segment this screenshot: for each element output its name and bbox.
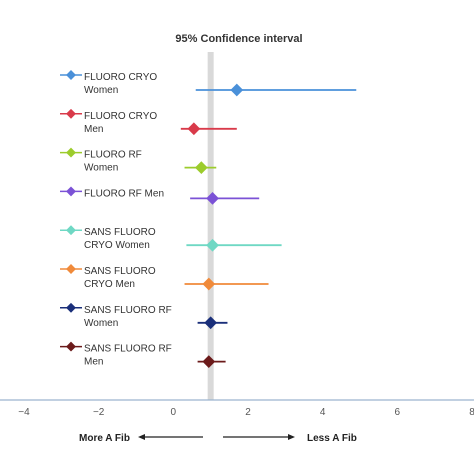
x-tick-label: 2 [245, 407, 251, 418]
legend-label: Men [84, 357, 103, 368]
legend-label: SANS FLUORO RF [84, 305, 172, 316]
legend-diamond [66, 302, 76, 313]
legend-diamond [66, 186, 76, 197]
legend-diamond [66, 225, 76, 236]
legend-label: Women [84, 318, 118, 329]
legend-label: Women [84, 85, 118, 96]
legend-label: CRYO Men [84, 279, 135, 290]
legend-label: CRYO Women [84, 240, 150, 251]
x-tick-label: 6 [395, 407, 401, 418]
estimate-point [206, 238, 219, 252]
series-row: FLUORO CRYO Women [60, 70, 357, 97]
legend-label: FLUORO RF [84, 150, 142, 161]
legend-label: SANS FLUORO [84, 266, 156, 277]
estimate-point [187, 122, 201, 136]
direction-right-arrowhead [288, 434, 295, 440]
series-layer: FLUORO CRYO Women FLUORO CRYO Men FLUORO RF W… [60, 70, 357, 368]
legend-label: Men [84, 124, 103, 135]
legend-diamond [66, 264, 76, 274]
legend-label: SANS FLUORO RF [84, 344, 172, 355]
legend-label: SANS FLUORO [84, 227, 156, 238]
estimate-point [202, 277, 216, 291]
series-row: FLUORO RF Women [60, 147, 217, 174]
legend-diamond [66, 147, 76, 158]
series-row: SANS FLUORO CRYO Women [60, 225, 282, 252]
legend-diamond [66, 341, 76, 352]
legend-diamond [66, 108, 76, 119]
series-row: SANS FLUORO CRYO Men [60, 264, 269, 291]
series-row: SANS FLUORO RF Women [60, 302, 228, 330]
x-tick-labels: −4 −2 0 2 4 6 8 [18, 407, 474, 418]
estimate-point [206, 192, 219, 205]
legend-label: FLUORO CRYO [84, 111, 157, 122]
legend-label: Women [84, 163, 118, 174]
series-row: FLUORO CRYO Men [60, 108, 237, 136]
estimate-point [204, 316, 218, 330]
legend-diamond [66, 70, 76, 80]
estimate-point [202, 355, 216, 368]
x-tick-label: −4 [18, 407, 30, 418]
direction-left-arrowhead [138, 434, 145, 440]
series-row: FLUORO RF Men [60, 186, 260, 205]
x-tick-label: 8 [469, 407, 474, 418]
legend-label: FLUORO RF Men [84, 188, 164, 199]
chart-title: 95% Confidence interval [175, 33, 302, 45]
x-tick-label: 0 [171, 407, 177, 418]
x-tick-label: 4 [320, 407, 326, 418]
reference-line-band [207, 52, 214, 400]
x-tick-label: −2 [93, 407, 105, 418]
estimate-point [230, 83, 244, 97]
estimate-point [194, 161, 208, 174]
series-row: SANS FLUORO RF Men [60, 341, 226, 368]
legend-label: FLUORO CRYO [84, 72, 157, 83]
direction-left-label: More A Fib [79, 433, 130, 444]
direction-right-label: Less A Fib [307, 433, 357, 444]
